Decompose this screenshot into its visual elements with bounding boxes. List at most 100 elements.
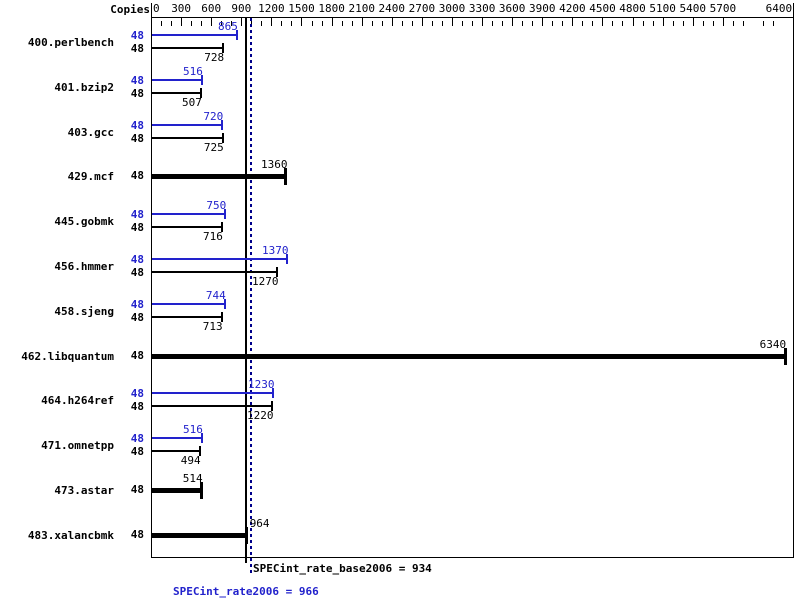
axis-minor-tick xyxy=(401,21,403,26)
benchmark-name: 473.astar xyxy=(54,484,114,497)
copies-value-base: 48 xyxy=(130,169,144,183)
bar-base-end-cap xyxy=(276,267,279,277)
axis-major-tick xyxy=(271,18,273,26)
axis-minor-tick xyxy=(311,21,313,26)
bar-single-line xyxy=(151,353,787,359)
bar-base-end-cap xyxy=(198,446,201,457)
bar-peak-line xyxy=(151,258,289,260)
axis-minor-tick xyxy=(502,21,504,26)
benchmark-row: 456.hmmer 48 1370 48 1270 xyxy=(0,244,799,291)
bar-single-line xyxy=(151,532,248,538)
axis-minor-tick xyxy=(682,21,684,26)
axis-major-tick xyxy=(793,18,794,26)
axis-minor-tick xyxy=(201,21,203,26)
bar-value-peak: 1230 xyxy=(247,378,275,392)
benchmark-name: 462.libquantum xyxy=(21,349,114,363)
bar-peak-line xyxy=(151,302,226,305)
copies-value-peak: 48 xyxy=(130,432,144,446)
copies-value-base: 48 xyxy=(130,400,144,414)
copies-value-base: 48 xyxy=(130,86,144,100)
bar-value-peak: 516 xyxy=(182,64,203,78)
bar-base-line xyxy=(151,271,279,273)
benchmark-name: 401.bzip2 xyxy=(54,80,114,94)
axis-major-tick xyxy=(361,18,363,26)
axis-tick-label: 4500 xyxy=(589,2,616,15)
axis-minor-tick xyxy=(582,21,584,26)
bar-start-tick xyxy=(151,74,152,98)
axis-minor-tick xyxy=(732,21,734,26)
bar-value-base: 713 xyxy=(202,319,223,333)
axis-minor-tick xyxy=(562,21,564,26)
copies-value-base: 48 xyxy=(130,527,144,541)
copies-value-peak: 48 xyxy=(130,118,144,132)
bar-base-line xyxy=(151,226,223,229)
benchmark-row: 483.xalancbmk 48 964 xyxy=(0,515,799,560)
bar-peak-line xyxy=(151,34,238,36)
axis-minor-tick xyxy=(231,21,233,26)
bar-base-line xyxy=(151,136,224,139)
bar-single-line xyxy=(151,488,203,493)
axis-major-tick xyxy=(542,18,544,26)
axis-minor-tick xyxy=(472,21,473,26)
bar-start-tick xyxy=(151,433,152,457)
axis-minor-tick xyxy=(261,21,263,26)
axis-minor-tick xyxy=(321,21,323,26)
bar-peak-end-cap xyxy=(221,119,224,130)
axis-minor-tick xyxy=(371,21,373,26)
bar-value-peak: 516 xyxy=(182,423,203,437)
axis-minor-tick xyxy=(351,21,353,26)
axis-minor-tick xyxy=(592,21,594,26)
axis-minor-tick xyxy=(762,21,764,26)
copies-column-header: Copies xyxy=(110,3,150,16)
axis-minor-tick xyxy=(291,21,293,26)
axis-major-tick xyxy=(421,18,423,26)
bar-value-base: 1270 xyxy=(251,275,279,288)
bar-value-peak: 750 xyxy=(206,199,227,213)
axis-major-tick xyxy=(512,18,514,26)
axis-minor-tick xyxy=(652,21,654,26)
axis-major-tick xyxy=(331,18,333,26)
axis-minor-tick xyxy=(742,21,744,26)
axis-tick-label: 5100 xyxy=(649,2,676,15)
bar-start-tick xyxy=(151,209,152,233)
bar-value-peak: 720 xyxy=(203,109,224,123)
benchmark-row: 462.libquantum 48 6340 xyxy=(0,336,799,381)
axis-minor-tick xyxy=(532,21,534,26)
axis-minor-tick xyxy=(622,21,624,26)
copies-value-base: 48 xyxy=(130,483,144,496)
benchmark-row: 401.bzip2 48 516 48 507 xyxy=(0,64,799,112)
bar-peak-line xyxy=(151,123,224,126)
axis-horizontal-line xyxy=(151,17,794,18)
axis-major-tick xyxy=(151,18,152,26)
axis-major-tick xyxy=(482,18,484,26)
bar-start-tick xyxy=(151,168,152,186)
axis-tick-label: 5700 xyxy=(709,2,737,15)
benchmark-row: 403.gcc 48 720 48 725 xyxy=(0,109,799,157)
axis-major-tick xyxy=(241,18,243,26)
axis-vertical-line xyxy=(151,3,152,558)
axis-minor-tick xyxy=(672,21,674,26)
benchmark-name: 400.perlbench xyxy=(27,36,114,49)
benchmark-name: 483.xalancbmk xyxy=(27,528,114,542)
bar-base-line xyxy=(151,450,201,453)
reference-line-base xyxy=(244,18,247,563)
bar-peak-end-cap xyxy=(272,388,275,399)
axis-major-tick xyxy=(181,18,183,26)
bar-start-tick xyxy=(151,388,152,412)
bar-base-end-cap xyxy=(271,401,274,412)
axis-tick-label: 900 xyxy=(231,2,252,15)
copies-value-peak: 48 xyxy=(130,297,144,311)
axis-tick-label: 300 xyxy=(171,2,192,15)
axis-minor-tick xyxy=(772,21,774,26)
bar-start-tick xyxy=(151,119,152,143)
axis-major-tick xyxy=(722,18,724,26)
benchmark-name: 471.omnetpp xyxy=(41,439,114,453)
axis-minor-tick xyxy=(171,21,173,26)
copies-value-base: 48 xyxy=(130,221,144,235)
benchmark-name: 403.gcc xyxy=(67,125,114,139)
legend-peak-label: SPECint_rate2006 = 966 xyxy=(173,585,319,598)
bar-peak-end-cap xyxy=(223,298,226,309)
bar-value-peak: 744 xyxy=(205,288,226,302)
axis-major-tick xyxy=(692,18,694,26)
bar-base-end-cap xyxy=(220,222,223,233)
